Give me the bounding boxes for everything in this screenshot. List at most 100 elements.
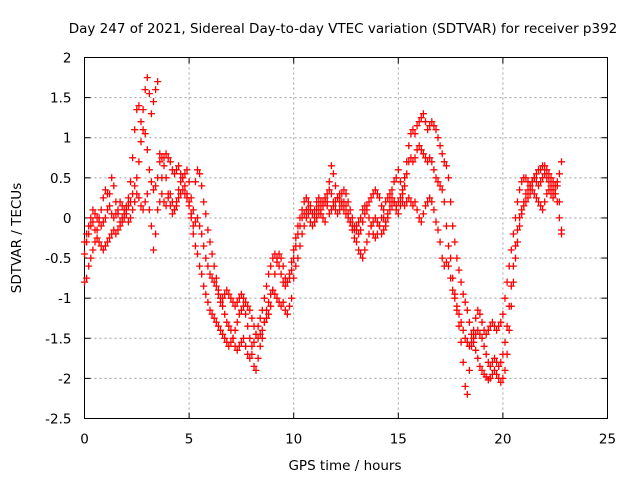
- data-point: [396, 178, 404, 186]
- data-point: [200, 242, 208, 250]
- data-point: [196, 222, 204, 230]
- data-point: [288, 294, 296, 302]
- data-point: [317, 206, 325, 214]
- data-point: [97, 222, 105, 230]
- data-point: [361, 246, 369, 254]
- data-point: [378, 202, 386, 210]
- data-point: [292, 262, 300, 270]
- data-point: [336, 190, 344, 198]
- data-point: [551, 190, 559, 198]
- data-point: [256, 314, 264, 322]
- data-point: [87, 254, 95, 262]
- data-point: [445, 262, 452, 270]
- data-point: [371, 234, 379, 242]
- data-point: [210, 262, 218, 270]
- data-point: [206, 306, 214, 314]
- data-point: [145, 206, 153, 214]
- data-point: [457, 338, 465, 346]
- data-point: [181, 170, 189, 178]
- data-point: [549, 186, 557, 194]
- data-point: [101, 242, 109, 250]
- data-point: [438, 150, 446, 158]
- data-point: [248, 314, 256, 322]
- data-point: [411, 154, 419, 162]
- data-point: [486, 362, 494, 370]
- data-point: [344, 210, 352, 218]
- data-point: [365, 198, 373, 206]
- data-point: [553, 198, 561, 206]
- data-point: [110, 214, 118, 222]
- data-point: [507, 246, 515, 254]
- data-point: [221, 310, 229, 318]
- data-point: [240, 294, 247, 302]
- data-point: [415, 214, 423, 222]
- data-point: [327, 162, 335, 170]
- data-point: [221, 334, 229, 342]
- data-point: [189, 222, 197, 230]
- data-point: [212, 318, 220, 326]
- data-point: [185, 178, 193, 186]
- x-tick-label: 15: [390, 432, 407, 448]
- data-point: [141, 198, 149, 206]
- data-point: [225, 322, 233, 330]
- data-point: [131, 182, 139, 190]
- data-point: [417, 218, 425, 226]
- data-point: [246, 334, 254, 342]
- data-point: [242, 310, 250, 318]
- data-point: [296, 214, 304, 222]
- data-point: [277, 302, 285, 310]
- data-point: [141, 130, 149, 138]
- data-point: [495, 322, 503, 330]
- data-point: [258, 306, 266, 314]
- data-point: [235, 310, 243, 318]
- data-point: [319, 202, 327, 210]
- data-point: [499, 310, 507, 318]
- data-point: [89, 206, 97, 214]
- data-point: [499, 350, 507, 358]
- y-axis-label: SDTVAR / TECUs: [9, 183, 25, 293]
- data-point: [124, 218, 132, 226]
- data-point: [340, 198, 348, 206]
- plot-frame: [84, 57, 608, 419]
- data-point: [405, 142, 413, 150]
- data-point: [399, 190, 406, 198]
- data-point: [250, 338, 258, 346]
- data-point: [158, 154, 166, 162]
- data-point: [522, 190, 530, 198]
- x-tick-labels: 0 5 10 15 20 25: [80, 432, 616, 448]
- data-point: [95, 238, 103, 246]
- data-point: [432, 174, 440, 182]
- data-point: [187, 214, 195, 222]
- data-point: [438, 186, 446, 194]
- data-point: [189, 230, 197, 238]
- data-point: [346, 206, 354, 214]
- data-point: [260, 318, 268, 326]
- data-point: [476, 362, 484, 370]
- data-point: [294, 222, 302, 230]
- data-point: [371, 214, 379, 222]
- data-point: [478, 366, 486, 374]
- data-point: [442, 162, 450, 170]
- data-point: [99, 218, 107, 226]
- data-point: [133, 174, 141, 182]
- data-point: [545, 178, 553, 186]
- data-point: [555, 170, 563, 178]
- data-point: [135, 102, 143, 110]
- data-point: [382, 218, 390, 226]
- data-point: [183, 166, 191, 174]
- data-point: [150, 98, 157, 106]
- data-point: [191, 218, 199, 226]
- data-point: [267, 262, 275, 270]
- data-point: [168, 210, 176, 218]
- data-point: [147, 222, 155, 230]
- data-point: [198, 230, 206, 238]
- data-point: [99, 246, 107, 254]
- data-point: [271, 250, 279, 258]
- data-point: [254, 354, 262, 362]
- data-point: [367, 194, 375, 202]
- data-point: [558, 226, 565, 234]
- data-point: [292, 234, 300, 242]
- data-point: [194, 166, 201, 174]
- data-point: [152, 86, 160, 94]
- data-point: [101, 186, 109, 194]
